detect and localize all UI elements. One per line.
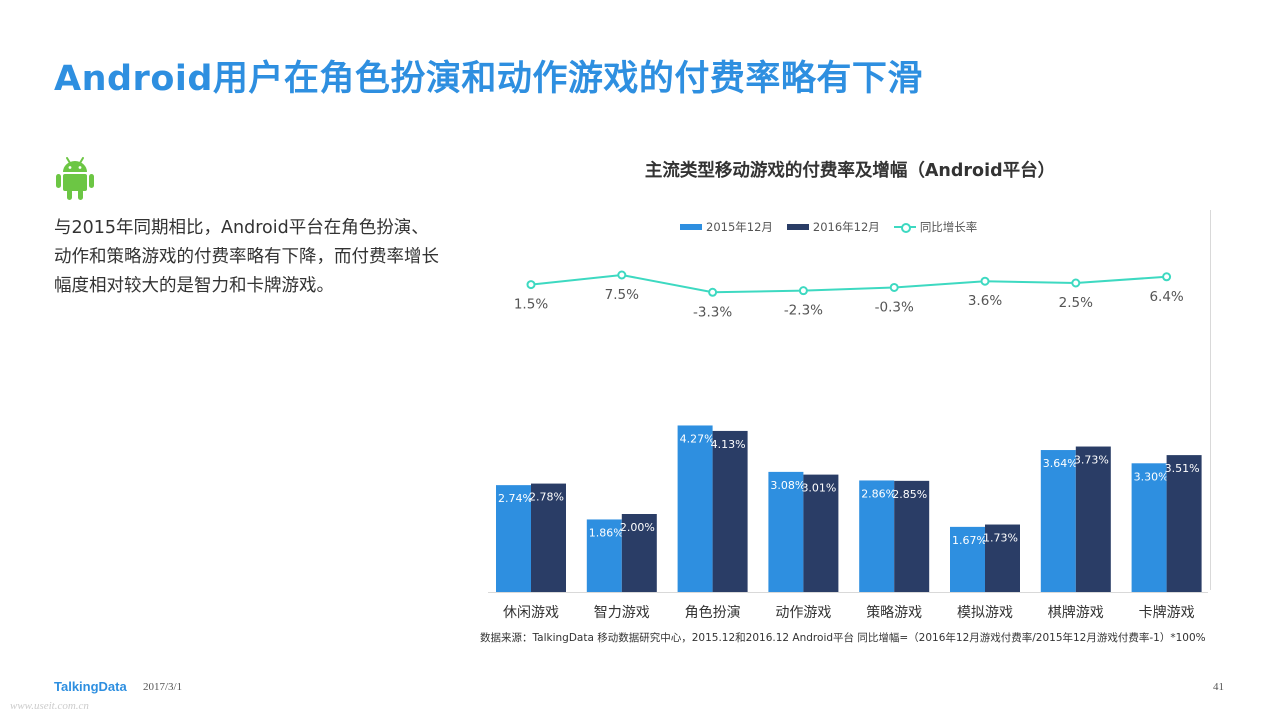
bar-2016 [985,524,1020,592]
growth-point [617,270,627,280]
bar-value-label: 3.08% [770,479,805,492]
bar-2015 [768,471,804,592]
bar-value-label: 3.30% [1134,470,1169,483]
legend-label-2015: 2015年12月 [706,220,773,234]
bar-value-label: 2.78% [529,491,564,504]
growth-point [798,286,808,296]
bar-2016 [1075,446,1111,592]
growth-point [708,287,718,297]
bar-2016 [894,480,930,592]
slide-date: 2017/3/1 [143,681,183,693]
growth-value-label: 3.6% [968,293,1002,309]
brand-logo: TalkingData [54,679,127,694]
category-label: 智力游戏 [594,605,650,621]
bar-value-label: 3.64% [1043,457,1078,470]
legend-item-2016: 2016年12月 [786,219,880,235]
bar-value-label: 2.86% [861,487,896,500]
legend-item-growth: 同比增长率 [893,219,978,235]
bar-value-label: 1.86% [589,526,624,539]
legend-label-2016: 2016年12月 [812,220,880,234]
growth-point [526,280,536,290]
growth-value-label: -2.3% [784,303,823,319]
bar-2015 [1040,450,1076,592]
bar-value-label: 1.67% [952,534,987,547]
android-robot-icon [56,157,94,200]
bar-value-label: 2.85% [892,488,927,501]
growth-point [980,276,990,286]
category-label: 角色扮演 [685,604,741,621]
bar-2016 [621,514,657,592]
bar-2015 [496,485,531,592]
bar-value-label: 4.27% [680,432,715,445]
growth-value-label: 1.5% [514,297,548,313]
chart-legend: 2015年12月 2016年12月 同比增长率 [680,219,991,235]
growth-value-label: -3.3% [693,304,732,320]
growth-value-label: -0.3% [875,299,914,315]
legend-swatch-2016 [786,224,809,230]
page-title: Android用户在角色扮演和动作游戏的付费率略有下滑 [54,59,923,99]
bar-value-label: 1.73% [983,532,1018,545]
legend-label-growth: 同比增长率 [919,220,978,234]
bar-2016 [712,430,748,592]
bar-value-label: 2.74% [498,492,533,505]
growth-point [1162,272,1172,282]
category-label: 棋牌游戏 [1048,604,1104,621]
bar-2016 [531,483,566,592]
growth-value-label: 7.5% [605,287,639,303]
growth-value-label: 6.4% [1149,289,1183,305]
source-note: 数据来源：TalkingData 移动数据研究中心，2015.12和2016.1… [480,632,1206,644]
bar-value-label: 3.73% [1074,454,1109,467]
summary-text: 与2015年同期相比，Android平台在角色扮演、动作和策略游戏的付费率略有下… [54,218,439,296]
chart-title: 主流类型移动游戏的付费率及增幅（Android平台） [644,161,1056,181]
growth-point [889,282,899,292]
bar-2015 [859,480,895,592]
growth-line [530,273,1167,294]
bar-value-label: 3.51% [1165,462,1200,475]
bar-value-label: 4.13% [711,438,746,451]
bar-2016 [1166,455,1202,592]
chart-right-border [1210,210,1211,590]
watermark: www.useit.com.cn [10,700,89,712]
page-number: 41 [1213,681,1224,693]
category-label: 动作游戏 [775,605,831,621]
bar-2015 [950,526,985,592]
bar-2015 [1131,463,1167,592]
bar-value-label: 2.00% [620,521,655,534]
legend-swatch-growth [893,222,916,233]
bar-2016 [803,474,839,592]
category-label: 模拟游戏 [957,605,1013,621]
category-label: 休闲游戏 [503,605,559,621]
legend-swatch-2015 [680,224,702,230]
legend-item-2015: 2015年12月 [680,219,773,235]
bar-2015 [677,425,713,592]
growth-value-label: 2.5% [1059,295,1093,311]
bar-2015 [586,519,622,592]
growth-point [1071,278,1081,288]
category-label: 卡牌游戏 [1139,604,1195,621]
bar-value-label: 3.01% [801,482,836,495]
category-label: 策略游戏 [866,604,922,621]
